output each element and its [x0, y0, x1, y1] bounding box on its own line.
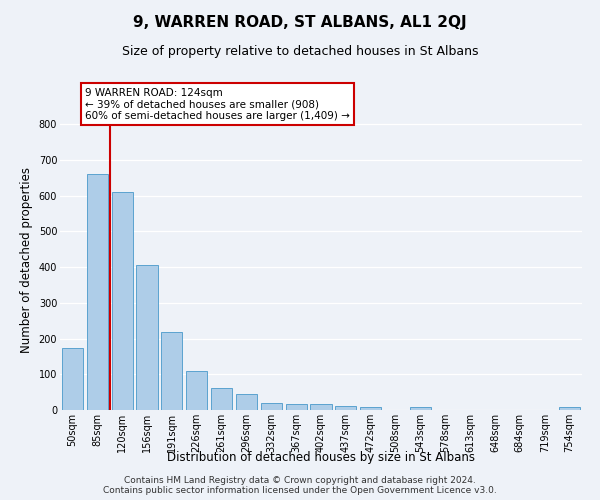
Text: Contains HM Land Registry data © Crown copyright and database right 2024.
Contai: Contains HM Land Registry data © Crown c… — [103, 476, 497, 495]
Bar — [136, 266, 158, 410]
Text: Size of property relative to detached houses in St Albans: Size of property relative to detached ho… — [122, 45, 478, 58]
Bar — [360, 407, 381, 410]
Bar — [62, 348, 83, 410]
Bar — [261, 403, 282, 410]
Bar — [87, 174, 108, 410]
Bar — [310, 404, 332, 410]
Bar — [161, 332, 182, 410]
Bar — [186, 370, 207, 410]
Bar — [410, 407, 431, 410]
Bar — [112, 192, 133, 410]
Text: Distribution of detached houses by size in St Albans: Distribution of detached houses by size … — [167, 451, 475, 464]
Bar — [335, 406, 356, 410]
Y-axis label: Number of detached properties: Number of detached properties — [20, 167, 33, 353]
Bar — [211, 388, 232, 410]
Text: 9, WARREN ROAD, ST ALBANS, AL1 2QJ: 9, WARREN ROAD, ST ALBANS, AL1 2QJ — [133, 15, 467, 30]
Bar — [559, 407, 580, 410]
Text: 9 WARREN ROAD: 124sqm
← 39% of detached houses are smaller (908)
60% of semi-det: 9 WARREN ROAD: 124sqm ← 39% of detached … — [85, 88, 350, 120]
Bar — [286, 404, 307, 410]
Bar — [236, 394, 257, 410]
